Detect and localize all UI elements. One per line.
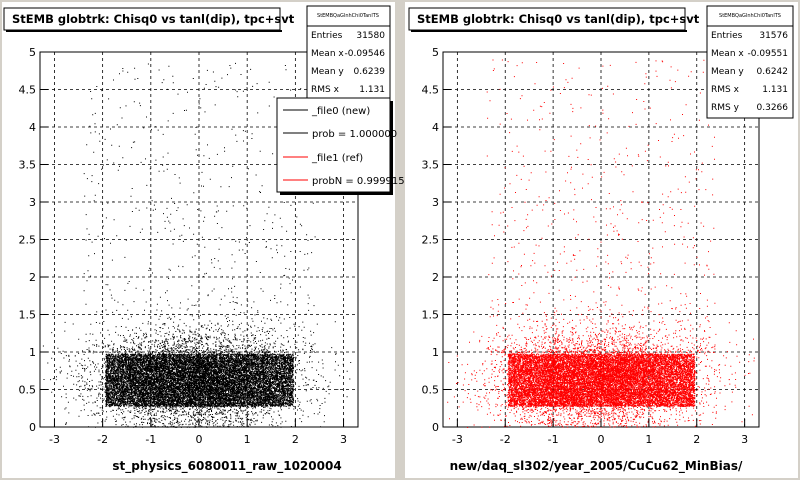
legend-label-prob: prob = 1.000000: [312, 129, 397, 140]
right-title: StEMB globtrk: Chisq0 vs tanl(dip), tpc+…: [417, 12, 700, 26]
left-stats-label-entries: Entries: [311, 31, 343, 41]
left-scatter-points: [42, 62, 359, 428]
right-x-tick-label: -2: [500, 433, 511, 446]
right-x-axis-label: new/daq_sl302/year_2005/CuCu62_MinBias/: [450, 459, 743, 474]
right-y-tick-label: 0.5: [422, 384, 440, 397]
legend-box: _file0 (new) prob = 1.000000 _file1 (ref…: [276, 97, 405, 195]
left-pad: -3 -2 -1 0 1 2 3 0 0.5 1 1.5 2 2.5 3 3.5 4 4.5 5 StEMB gl…: [2, 2, 405, 478]
left-x-tick-label: 2: [292, 433, 299, 446]
left-x-tick-label: -2: [97, 433, 108, 446]
right-y-tick-label: 3: [432, 196, 439, 209]
left-stats-box: StEMBQaGlnhChi0TanlTS Entries 31580 Mean…: [306, 5, 391, 101]
left-stats-label-meany: Mean y: [311, 67, 344, 77]
left-y-tick-label: 3.5: [19, 159, 37, 172]
right-x-tick-label: -3: [452, 433, 463, 446]
right-x-tick-label: 2: [693, 433, 700, 446]
right-stats-value-meanx: -0.09551: [748, 49, 788, 59]
right-y-tick-label: 3.5: [422, 159, 440, 172]
right-stats-label-entries: Entries: [711, 31, 743, 41]
right-stats-value-rmsx: 1.131: [762, 85, 788, 95]
legend-label-file1: _file1 (ref): [311, 153, 363, 164]
left-scatter-marks: [42, 62, 359, 428]
right-x-tick-label: 0: [598, 433, 605, 446]
right-stats-label-meany: Mean y: [711, 67, 744, 77]
right-y-tick-label: 2.5: [422, 234, 440, 247]
left-y-tick-label: 4: [29, 121, 36, 134]
left-stats-value-meany: 0.6239: [354, 67, 386, 77]
left-stats-label-rmsx: RMS x: [311, 85, 340, 95]
right-y-tick-label: 1: [432, 346, 439, 359]
right-pad: -3 -2 -1 0 1 2 3 0 0.5 1 1.5 2 2.5 3 3.5 4 4.5 5 StEMB gl…: [405, 2, 798, 478]
right-stats-label-rmsx: RMS x: [711, 85, 740, 95]
right-stats-label-meanx: Mean x: [711, 49, 744, 59]
right-y-tick-label: 0: [432, 421, 439, 434]
left-title-box: StEMB globtrk: Chisq0 vs tanl(dip), tpc+…: [3, 7, 295, 32]
right-scatter-points: [447, 59, 755, 428]
left-y-tick-label: 2: [29, 271, 36, 284]
left-x-tick-label: 3: [340, 433, 347, 446]
left-y-tick-label: 3: [29, 196, 36, 209]
left-y-tick-label: 5: [29, 46, 36, 59]
right-y-tick-label: 2: [432, 271, 439, 284]
right-stats-box: StEMBQaGlnhChi0TanlTS Entries 31576 Mean…: [706, 5, 794, 119]
right-x-tick-label: -1: [548, 433, 559, 446]
left-title: StEMB globtrk: Chisq0 vs tanl(dip), tpc+…: [12, 12, 295, 26]
right-title-box: StEMB globtrk: Chisq0 vs tanl(dip), tpc+…: [408, 7, 700, 32]
left-y-tick-label: 0.5: [19, 384, 37, 397]
left-stats-value-rmsx: 1.131: [359, 85, 385, 95]
legend-label-probn: probN = 0.999915: [312, 176, 405, 187]
left-y-tick-label: 4.5: [19, 84, 37, 97]
left-y-tick-label: 1.5: [19, 309, 37, 322]
right-stats-label-rmsy: RMS y: [711, 103, 740, 113]
left-x-tick-label: -3: [49, 433, 60, 446]
right-y-tick-label: 5: [432, 46, 439, 59]
right-stats-value-entries: 31576: [759, 31, 788, 41]
right-stats-value-rmsy: 0.3266: [757, 103, 789, 113]
legend-label-file0: _file0 (new): [311, 106, 370, 117]
right-stats-value-meany: 0.6242: [757, 67, 789, 77]
left-x-tick-label: 1: [244, 433, 251, 446]
right-plot-area: -3 -2 -1 0 1 2 3 0 0.5 1 1.5 2 2.5 3 3.5 4 4.5 5: [422, 46, 760, 446]
right-x-tick-label: 1: [645, 433, 652, 446]
right-y-tick-label: 1.5: [422, 309, 440, 322]
right-stats-name: StEMBQaGlnhChi0TanlTS: [719, 13, 781, 19]
left-stats-value-entries: 31580: [356, 31, 385, 41]
right-y-tick-label: 4.5: [422, 84, 440, 97]
right-y-tick-label: 4: [432, 121, 439, 134]
left-stats-name: StEMBQaGlnhChi0TanlTS: [317, 13, 379, 19]
left-stats-value-meanx: -0.09546: [345, 49, 386, 59]
left-y-tick-label: 2.5: [19, 234, 37, 247]
right-scatter-marks: [447, 59, 755, 428]
left-stats-label-meanx: Mean x: [311, 49, 344, 59]
left-x-tick-label: 0: [196, 433, 203, 446]
left-x-axis-label: st_physics_6080011_raw_1020004: [112, 459, 341, 474]
left-y-tick-label: 0: [29, 421, 36, 434]
right-x-tick-label: 3: [741, 433, 748, 446]
left-y-tick-label: 1: [29, 346, 36, 359]
left-x-tick-label: -1: [145, 433, 156, 446]
